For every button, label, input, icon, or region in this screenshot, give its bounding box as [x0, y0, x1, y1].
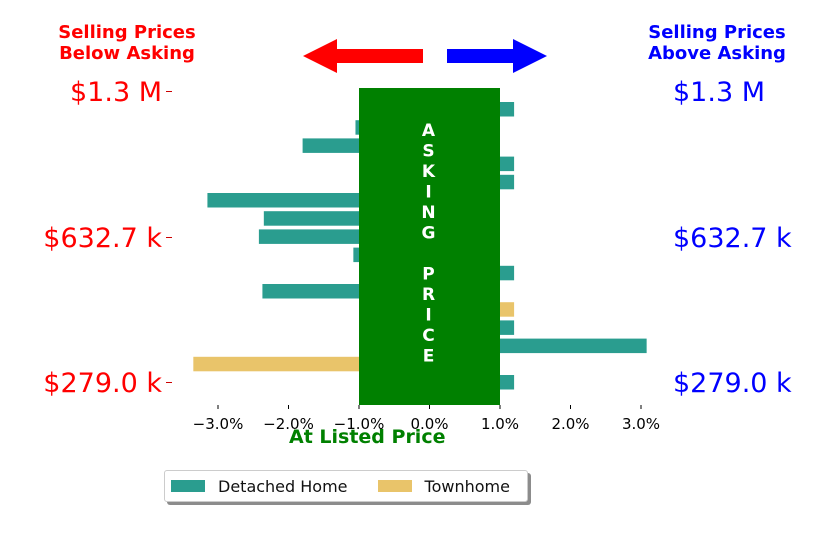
x-axis: −3.0% −2.0% −1.0% 0.0% 1.0% 2.0% 3.0%: [193, 405, 660, 433]
y-tick-mark: [166, 91, 172, 92]
x-tick-label: 1.0%: [481, 415, 519, 433]
legend: Detached Home Townhome: [164, 470, 528, 502]
legend-label-townhome: Townhome: [424, 476, 510, 496]
y-tick-mark: [166, 382, 172, 383]
price-label-left-top: $1.3 M: [70, 77, 162, 108]
price-label-right-top: $1.3 M: [673, 77, 765, 108]
asking-price-band: [359, 88, 500, 405]
legend-item-townhome: Townhome: [377, 476, 510, 496]
x-axis-label: At Listed Price: [289, 426, 446, 448]
below-asking-title: Selling Prices Below Asking: [58, 22, 196, 64]
x-tick-label: −3.0%: [193, 415, 244, 433]
direction-arrows: [303, 39, 547, 73]
x-tick-label: 2.0%: [551, 415, 589, 433]
price-label-right-bottom: $279.0 k: [673, 368, 792, 399]
arrow-right-icon: [447, 39, 547, 73]
legend-swatch-detached: [171, 480, 205, 492]
x-tick-label: 3.0%: [622, 415, 660, 433]
x-tick-label: −2.0%: [263, 415, 314, 433]
x-tick-label: −1.0%: [334, 415, 385, 433]
price-label-right-middle: $632.7 k: [673, 223, 792, 254]
x-tick-label: 0.0%: [410, 415, 448, 433]
price-label-left-bottom: $279.0 k: [43, 368, 162, 399]
y-tick-mark: [166, 237, 172, 238]
legend-item-detached: Detached Home: [171, 477, 348, 496]
arrow-left-icon: [303, 39, 423, 73]
legend-label-detached: Detached Home: [218, 476, 348, 496]
above-asking-title: Selling Prices Above Asking: [648, 22, 786, 64]
price-label-left-middle: $632.7 k: [43, 223, 162, 254]
legend-swatch-townhome: [377, 480, 412, 492]
